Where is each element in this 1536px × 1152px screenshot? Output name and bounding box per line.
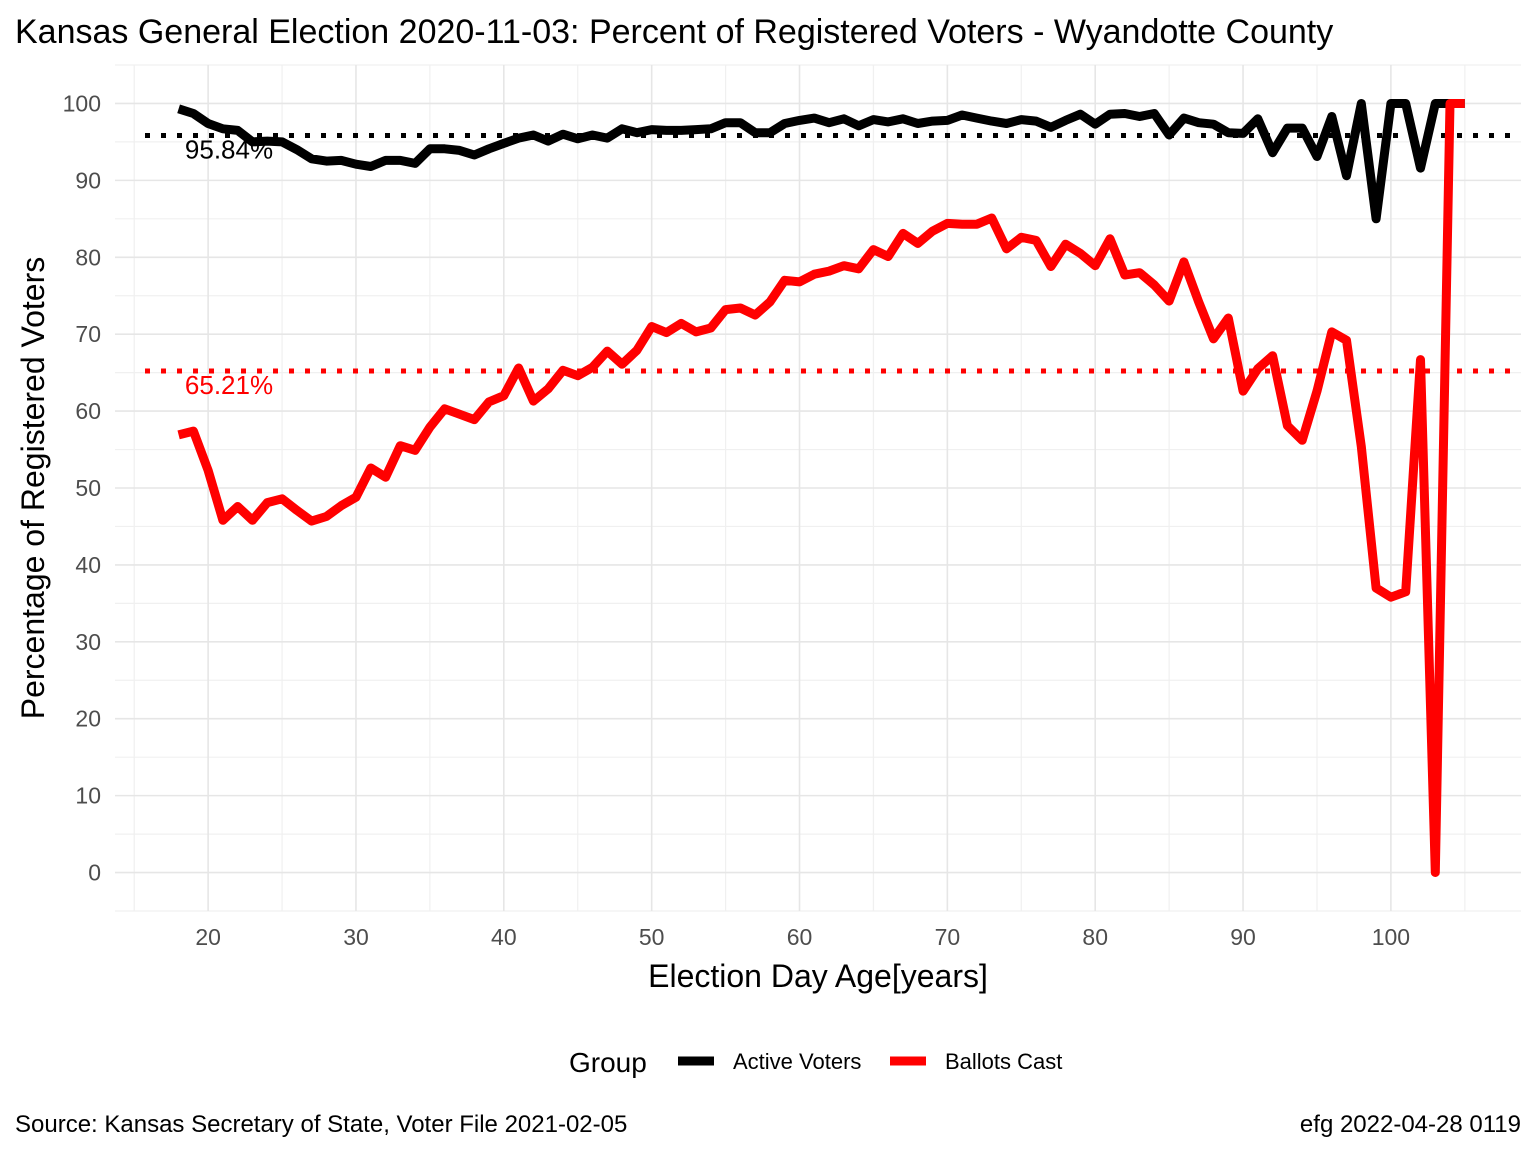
x-tick-label: 30 bbox=[343, 924, 369, 950]
y-tick-label: 70 bbox=[75, 321, 101, 347]
x-tick-label: 40 bbox=[491, 924, 517, 950]
legend-label: Ballots Cast bbox=[945, 1049, 1062, 1074]
legend-label: Active Voters bbox=[733, 1049, 861, 1074]
y-tick-label: 0 bbox=[88, 860, 101, 886]
series-line bbox=[177, 99, 1465, 877]
y-tick-label: 80 bbox=[75, 244, 101, 270]
y-tick-labels: 0 10 20 30 40 50 60 70 80 90 100 bbox=[63, 90, 101, 885]
y-tick-label: 20 bbox=[75, 706, 101, 732]
y-tick-label: 30 bbox=[75, 629, 101, 655]
x-tick-label: 70 bbox=[935, 924, 961, 950]
x-tick-labels: 20 30 40 50 60 70 80 90 100 bbox=[195, 924, 1410, 950]
caption-source: Source: Kansas Secretary of State, Voter… bbox=[15, 1111, 627, 1138]
chart-title: Kansas General Election 2020-11-03: Perc… bbox=[15, 13, 1333, 51]
x-tick-label: 90 bbox=[1230, 924, 1256, 950]
y-tick-label: 50 bbox=[75, 475, 101, 501]
y-tick-label: 100 bbox=[63, 90, 101, 116]
x-tick-label: 50 bbox=[639, 924, 665, 950]
series-line bbox=[177, 99, 1465, 224]
grid bbox=[115, 64, 1521, 912]
reference-label: 65.21% bbox=[185, 370, 273, 400]
legend: Group Active Voters Ballots Cast bbox=[569, 1047, 1062, 1078]
y-tick-label: 10 bbox=[75, 783, 101, 809]
reference-lines bbox=[145, 132, 1521, 374]
x-axis-title: Election Day Age[years] bbox=[648, 958, 988, 994]
x-tick-label: 60 bbox=[787, 924, 813, 950]
x-tick-label: 20 bbox=[195, 924, 221, 950]
legend-title: Group bbox=[569, 1047, 647, 1078]
y-tick-label: 40 bbox=[75, 552, 101, 578]
legend-items: Active Voters Ballots Cast bbox=[678, 1049, 1062, 1074]
y-tick-label: 60 bbox=[75, 398, 101, 424]
x-tick-label: 80 bbox=[1082, 924, 1108, 950]
y-tick-label: 90 bbox=[75, 167, 101, 193]
caption-credit: efg 2022-04-28 0119 bbox=[1300, 1111, 1521, 1138]
series-lines bbox=[177, 99, 1465, 877]
reference-labels: 95.84%65.21% bbox=[185, 134, 273, 400]
y-axis-title: Percentage of Registered Voters bbox=[15, 257, 51, 720]
x-tick-label: 100 bbox=[1372, 924, 1410, 950]
